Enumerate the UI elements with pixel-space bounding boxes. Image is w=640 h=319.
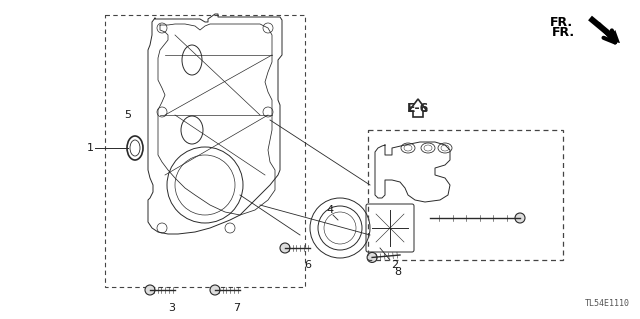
Text: FR.: FR. — [550, 16, 573, 28]
Text: 3: 3 — [168, 303, 175, 313]
Circle shape — [280, 243, 290, 253]
Text: FR.: FR. — [552, 26, 575, 39]
Circle shape — [145, 285, 155, 295]
Bar — [105, 15, 305, 287]
Bar — [368, 130, 563, 260]
FancyArrow shape — [588, 16, 620, 43]
Text: 1: 1 — [86, 143, 93, 153]
Circle shape — [515, 213, 525, 223]
Text: TL54E1110: TL54E1110 — [585, 299, 630, 308]
Text: 7: 7 — [234, 303, 241, 313]
Text: 8: 8 — [394, 267, 401, 277]
Text: 5: 5 — [125, 110, 131, 120]
Text: 6: 6 — [305, 260, 312, 270]
Circle shape — [367, 252, 377, 263]
Circle shape — [210, 285, 220, 295]
Text: 2: 2 — [392, 260, 399, 270]
Text: E-6: E-6 — [407, 102, 429, 115]
Text: 4: 4 — [326, 205, 333, 215]
